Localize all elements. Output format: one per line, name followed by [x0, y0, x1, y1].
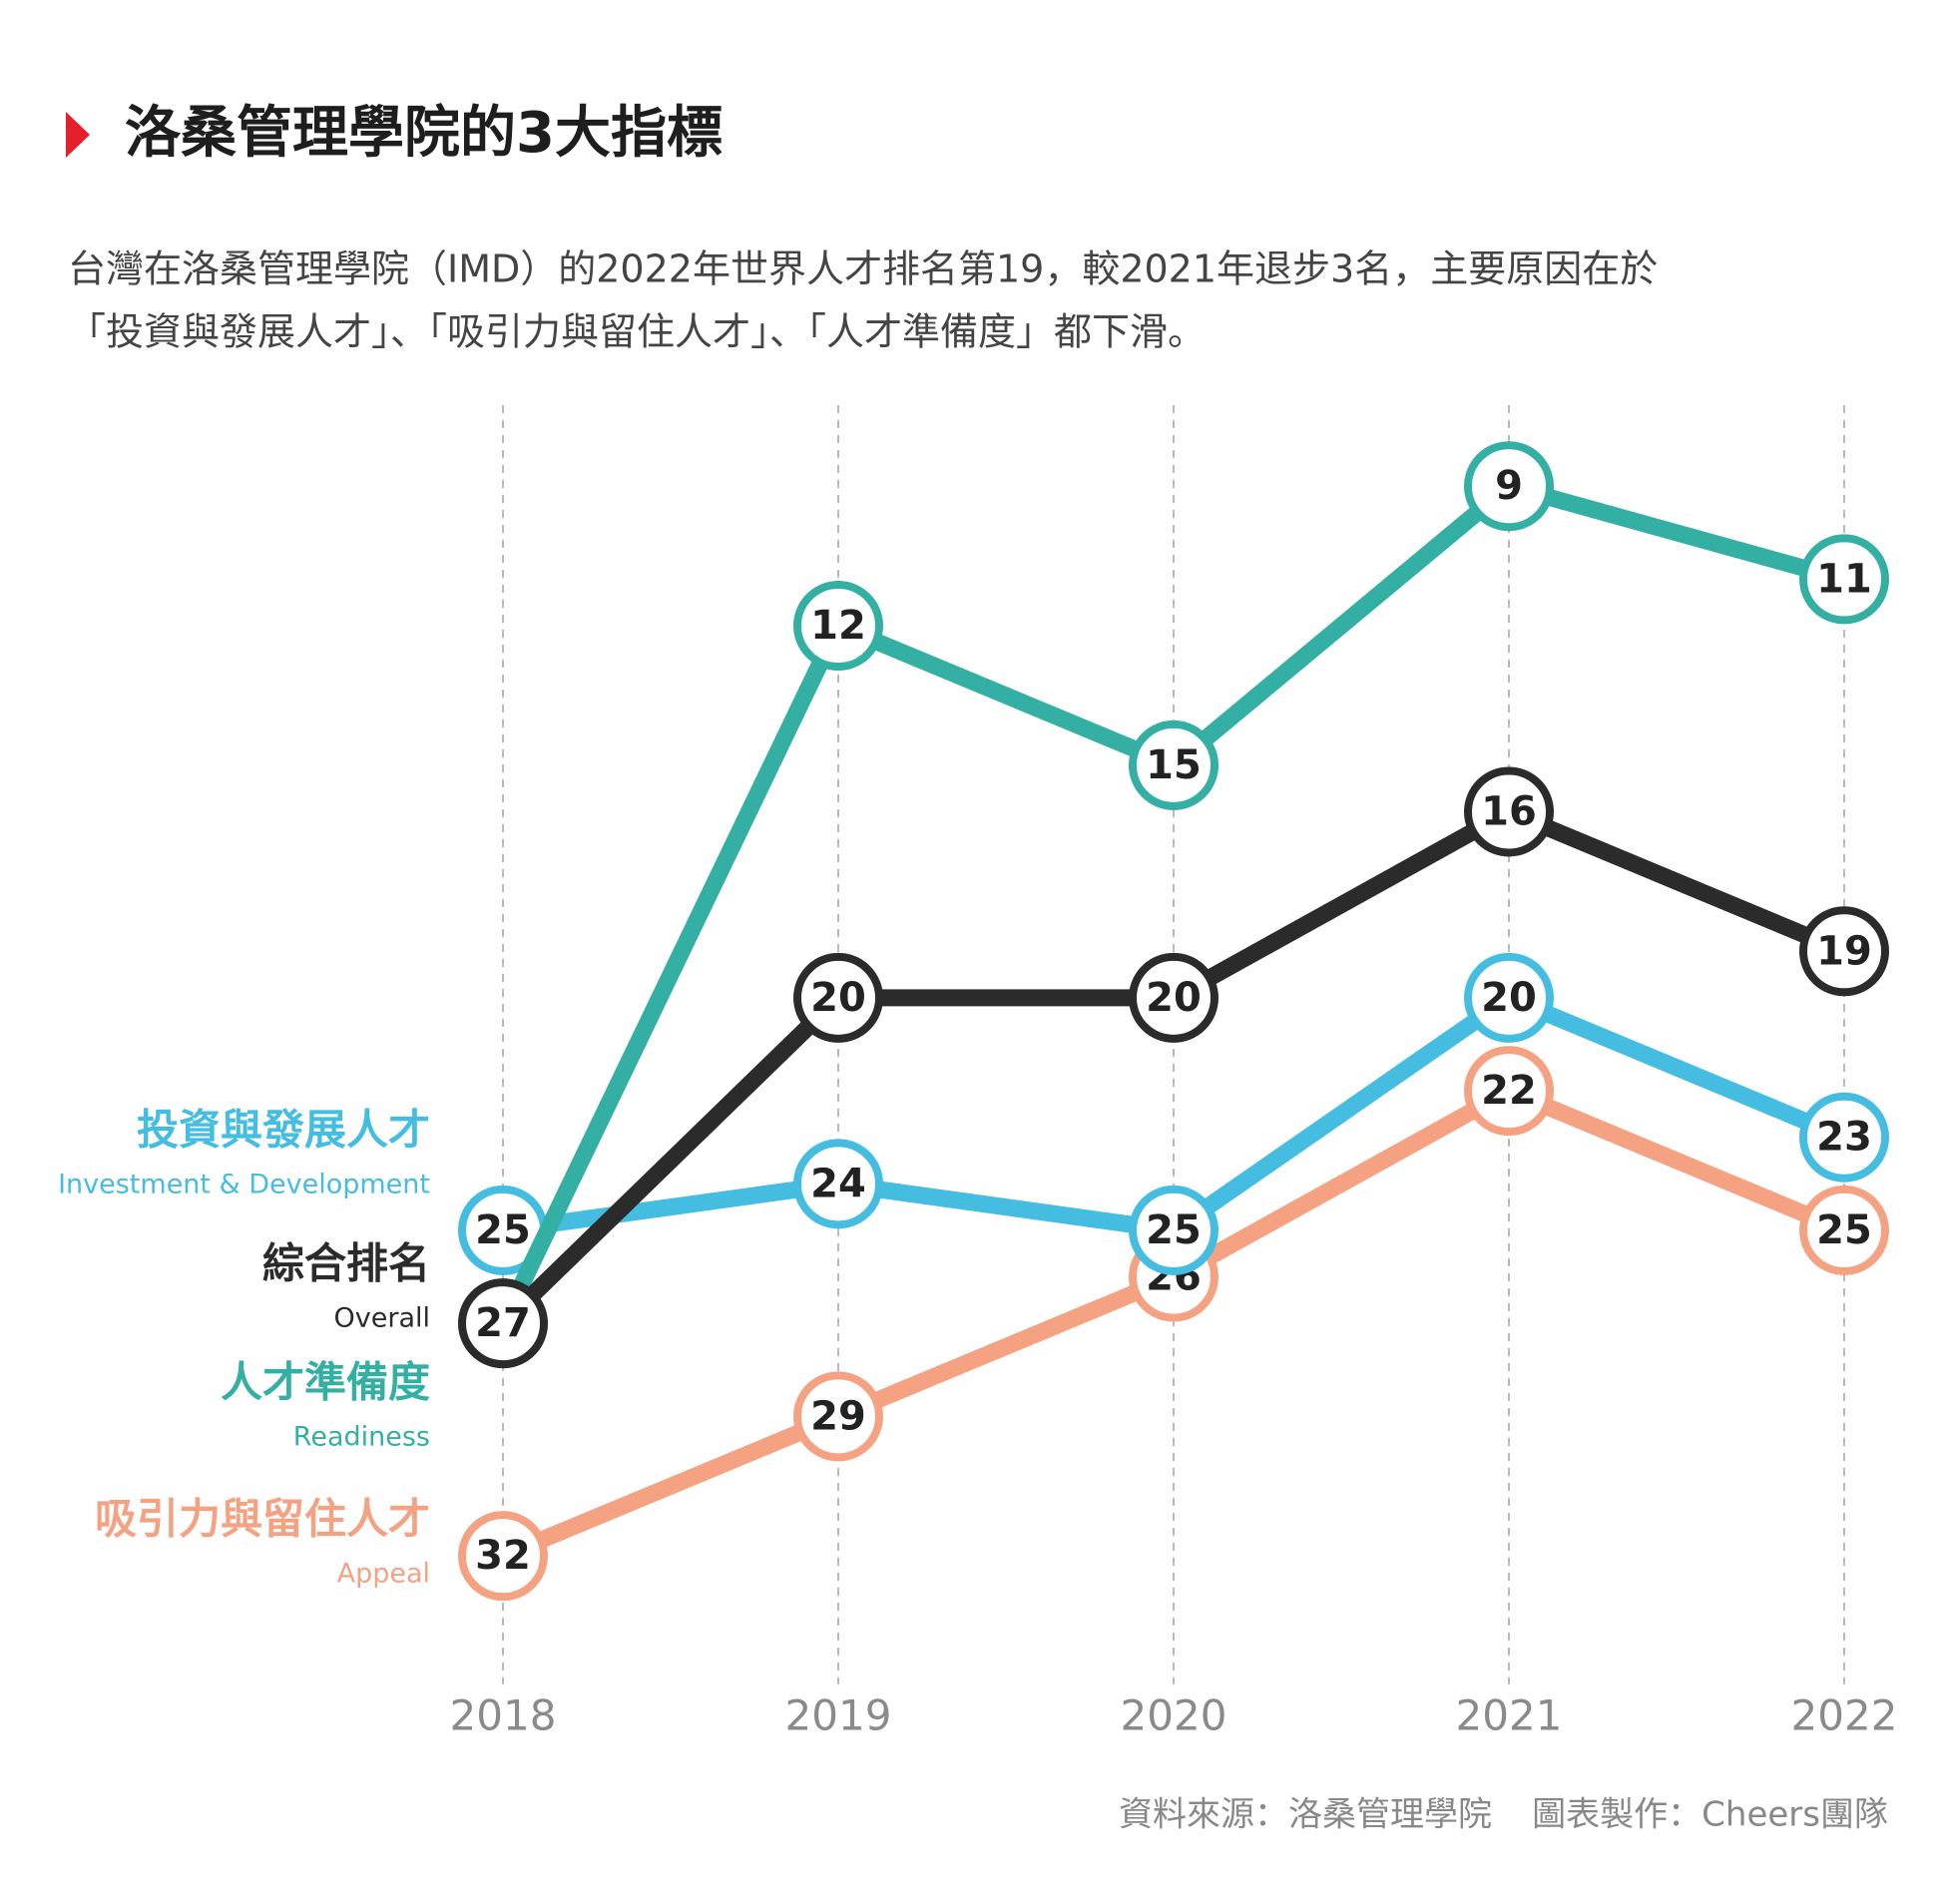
title-marker	[66, 112, 90, 158]
credit: 圖表製作：Cheers團隊	[1532, 1795, 1888, 1835]
data-point	[793, 1139, 883, 1229]
data-point	[793, 581, 883, 672]
data-label: 32	[475, 1533, 531, 1579]
subtitle: 台灣在洛桑管理學院（IMD）的2022年世界人才排名第19，較2021年退步3名…	[68, 247, 1658, 291]
legend-sublabel: Overall	[334, 1303, 431, 1334]
legend-label: 吸引力與留住人才	[95, 1495, 430, 1544]
data-label: 16	[1481, 788, 1537, 834]
x-tick-label: 2021	[1456, 1691, 1563, 1740]
data-label: 23	[1816, 1115, 1872, 1161]
data-label: 27	[475, 1300, 531, 1346]
data-point	[793, 1371, 883, 1462]
x-tick-label: 2018	[450, 1691, 557, 1740]
data-label: 24	[810, 1161, 866, 1206]
series: 25 24 25 20 23	[458, 952, 1889, 1275]
data-point	[1464, 766, 1554, 857]
data-label: 25	[1816, 1207, 1872, 1253]
data-label: 25	[475, 1207, 531, 1253]
source: 資料來源：洛桑管理學院	[1119, 1795, 1492, 1835]
data-point	[1464, 952, 1554, 1043]
data-point	[1799, 906, 1889, 997]
data-label: 19	[1816, 928, 1872, 974]
data-point	[458, 1511, 548, 1602]
data-point	[1464, 441, 1554, 532]
data-label: 15	[1146, 742, 1202, 788]
data-point	[1799, 1092, 1889, 1183]
data-label: 11	[1816, 556, 1872, 602]
x-tick-label: 2019	[785, 1691, 892, 1740]
data-label: 29	[810, 1393, 866, 1439]
series: 27 20 20 16 19	[458, 766, 1889, 1369]
data-point	[1799, 1185, 1889, 1275]
data-label: 20	[810, 975, 866, 1021]
legend-sublabel: Readiness	[293, 1422, 430, 1453]
data-point	[1129, 1185, 1218, 1275]
chart-title: 洛桑管理學院的3大指標	[125, 101, 723, 166]
data-point	[458, 1278, 548, 1369]
data-point	[793, 952, 883, 1043]
data-label: 12	[810, 603, 866, 649]
data-point	[1464, 1046, 1554, 1137]
data-label: 20	[1146, 975, 1202, 1021]
data-point	[1129, 952, 1218, 1043]
legend-sublabel: Investment & Development	[58, 1170, 430, 1200]
data-label: 25	[1146, 1207, 1202, 1253]
legend-label: 人才準備度	[221, 1358, 430, 1407]
legend-label: 綜合排名	[262, 1239, 430, 1288]
legend-sublabel: Appeal	[337, 1559, 430, 1590]
data-label: 20	[1481, 975, 1537, 1021]
x-tick-label: 2020	[1121, 1691, 1227, 1740]
data-point	[1129, 719, 1218, 810]
data-label: 9	[1495, 463, 1523, 509]
subtitle: 「投資與發展人才」、「吸引力與留住人才」、「人才準備度」都下滑。	[68, 310, 1206, 354]
x-tick-label: 2022	[1791, 1691, 1898, 1740]
legend-label: 投資與發展人才	[137, 1106, 430, 1155]
data-point	[1799, 534, 1889, 625]
data-label: 22	[1481, 1068, 1537, 1114]
